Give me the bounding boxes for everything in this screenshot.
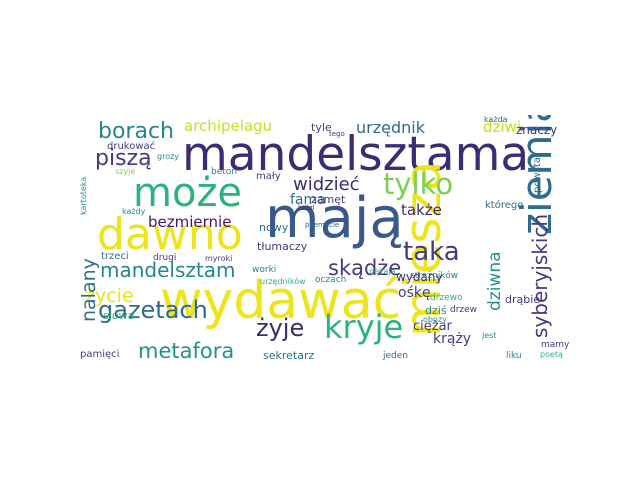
word-urzednik: urzędnik: [356, 118, 425, 137]
word-ludzi: ludzi: [298, 204, 315, 212]
word-fama: fama: [290, 192, 326, 208]
word-kazdy: każdy: [122, 207, 146, 216]
word-kraza: krąży: [433, 331, 472, 347]
word-powstal: powstał: [532, 154, 543, 193]
word-urzednikow: urzędników: [260, 277, 306, 286]
word-takze: także: [401, 201, 442, 219]
word-pekaja: pękają: [369, 267, 396, 276]
word-dzis: dziś: [425, 304, 447, 317]
word-znaczy: znaczy: [516, 123, 558, 137]
word-sekretarz: sekretarz: [263, 349, 315, 362]
word-drzewo: drzewo: [430, 293, 463, 303]
word-oczach: oczach: [315, 275, 347, 285]
word-borach: borach: [98, 119, 174, 144]
word-archipelagu: archipelagu: [184, 117, 273, 135]
word-zamet: zamęt: [311, 193, 346, 206]
word-slowa: słowa: [103, 309, 135, 322]
word-jeden: jeden: [383, 351, 408, 361]
word-kartoteka: kartoteka: [80, 176, 88, 215]
word-metafora: metafora: [138, 339, 235, 363]
word-syberyjskich: syberyjskich: [528, 213, 552, 338]
word-ciezar: ciężar: [413, 319, 452, 334]
word-kazda: każda: [484, 115, 508, 124]
word-poemacie: poemacie: [305, 221, 340, 229]
word-pamieci: pamięci: [80, 349, 120, 360]
word-mandelsztama: mandelsztama: [182, 127, 530, 182]
word-mamy: mamy: [541, 340, 570, 350]
word-taka: taka: [403, 237, 460, 267]
word-drzew: drzew: [450, 305, 478, 315]
word-pisza: piszą: [95, 146, 152, 171]
word-szyje: szyje: [115, 167, 136, 176]
word-tyle: tyle: [311, 121, 332, 134]
word-nalany: nalany: [80, 258, 100, 322]
word-gazetach: gazetach: [98, 296, 208, 324]
word-bezmiernie: bezmiernie: [148, 213, 232, 231]
word-tylko: tylko: [383, 167, 454, 201]
word-poeta: poetą: [540, 350, 563, 359]
word-tego: tego: [329, 130, 345, 138]
word-liku: liku: [506, 351, 522, 361]
word-kryje: kryje: [324, 308, 404, 346]
word-myroki: myroki: [205, 254, 233, 263]
word-mandelsztam: mandelsztam: [100, 258, 236, 282]
word-dziwi: dziwi: [483, 118, 521, 136]
word-jest: jest: [482, 331, 497, 340]
word-wydany: wydany: [396, 270, 443, 284]
word-dawno: dawno: [97, 209, 243, 260]
word-maja: mają: [265, 186, 404, 251]
word-moze: może: [133, 170, 243, 216]
word-skadze: skądże: [328, 256, 402, 280]
word-grozy: grozy: [157, 152, 180, 161]
word-wydawac: wydawać: [160, 271, 402, 331]
word-widziec: widzieć: [293, 174, 360, 195]
word-ktorego: którego: [485, 200, 524, 211]
word-zyje: żyje: [256, 314, 305, 342]
word-drabie: drąbie: [505, 293, 541, 306]
word-tlumaczy: tłumaczy: [257, 240, 308, 253]
word-obozy: obozy: [423, 315, 447, 324]
word-beton: beton: [211, 167, 237, 177]
word-zycie: życie: [85, 285, 134, 307]
word-oske: ośkę: [398, 285, 431, 301]
word-nowy: nowy: [259, 221, 289, 234]
word-drukowac: drukować: [107, 141, 156, 152]
word-cloud: mandelsztama mają dawno wydawać może mie…: [80, 115, 575, 365]
word-dziwna: dziwna: [485, 251, 505, 311]
word-worki: worki: [252, 265, 277, 275]
word-straznikow: strażników: [410, 271, 459, 281]
word-drugi: drugi: [153, 253, 177, 263]
word-trzeci: trzeci: [101, 251, 129, 262]
word-maly: mały: [256, 171, 281, 182]
